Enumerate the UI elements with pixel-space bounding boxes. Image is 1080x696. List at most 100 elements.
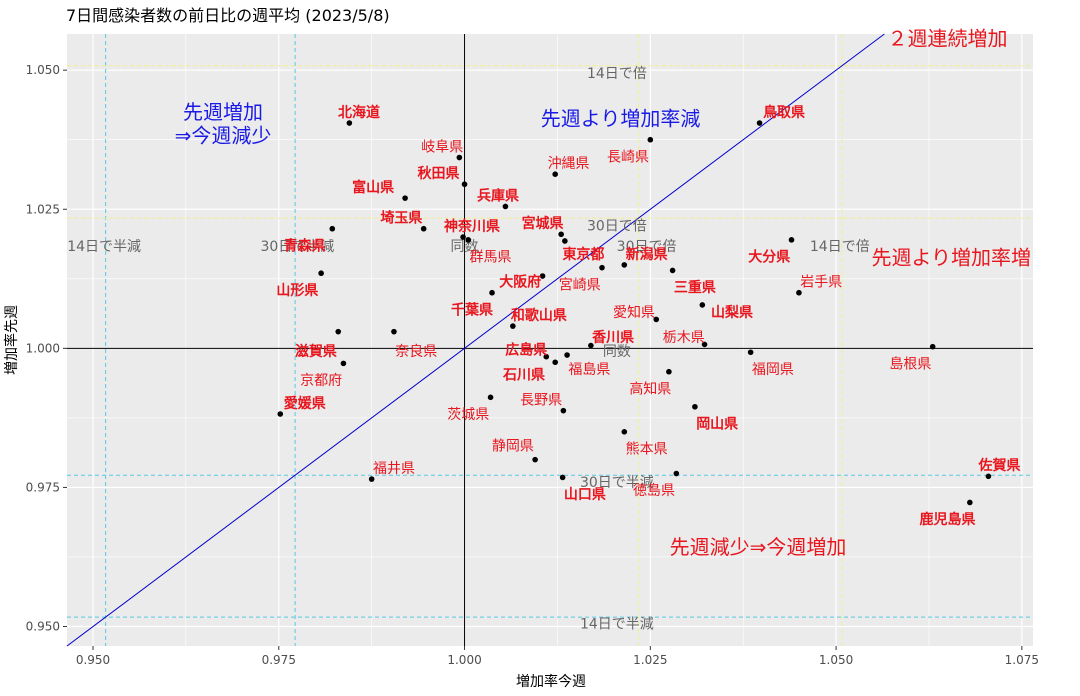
data-point <box>929 343 936 350</box>
point-label: 京都府 <box>300 373 342 389</box>
point-label: 富山県 <box>352 179 394 196</box>
reference-label: 30日で倍 <box>587 218 647 234</box>
data-point <box>692 403 698 410</box>
data-point <box>461 181 468 188</box>
point-label: 岩手県 <box>800 275 842 291</box>
x-tick-label: 1.075 <box>1005 653 1039 667</box>
y-tick-label: 1.000 <box>26 341 60 355</box>
point-label: 奈良県 <box>395 344 437 360</box>
point-label: 岡山県 <box>696 416 738 432</box>
point-label: 長野県 <box>520 393 562 409</box>
point-label: 愛知県 <box>613 304 655 321</box>
data-point <box>647 136 654 143</box>
point-label: 徳島県 <box>633 483 675 499</box>
data-point <box>335 328 342 335</box>
point-label: 山口県 <box>564 487 606 503</box>
data-point <box>402 195 408 201</box>
data-point <box>796 289 802 296</box>
point-label: 大分県 <box>748 249 790 266</box>
data-point <box>621 262 628 268</box>
reference-label: 同数 <box>603 344 631 360</box>
y-tick-label: 1.025 <box>26 202 60 216</box>
data-point <box>277 411 284 417</box>
point-label: 栃木県 <box>663 330 705 346</box>
data-point <box>391 328 397 335</box>
point-label: 香川県 <box>591 329 634 346</box>
data-point <box>543 353 550 360</box>
x-tick-label: 1.050 <box>819 653 853 667</box>
reference-label: 14日で倍 <box>810 239 870 255</box>
data-point <box>340 360 347 367</box>
data-point <box>747 349 754 356</box>
data-point <box>465 237 472 243</box>
point-label: 鹿児島県 <box>919 511 976 528</box>
data-point <box>539 273 546 279</box>
point-label: 広島県 <box>505 341 547 358</box>
data-point <box>560 407 567 414</box>
data-point <box>666 368 672 375</box>
data-point <box>788 237 795 243</box>
x-tick-label: 0.950 <box>76 653 110 667</box>
data-point <box>701 341 708 348</box>
point-label: 福島県 <box>568 362 610 378</box>
y-tick-label: 0.975 <box>26 480 60 494</box>
data-point <box>456 154 463 161</box>
data-point <box>621 429 628 435</box>
point-label: 青森県 <box>284 237 326 254</box>
point-label: 岐阜県 <box>421 138 463 155</box>
reference-label: 14日で半減 <box>580 616 654 633</box>
y-axis-ticks: 0.950 0.975 1.000 1.025 1.050 <box>26 63 67 634</box>
point-label: 埼玉県 <box>380 210 422 227</box>
data-point <box>318 270 324 277</box>
point-label: 愛媛県 <box>284 395 326 412</box>
point-label: 沖縄県 <box>548 156 590 172</box>
reference-label: 14日で半減 <box>67 238 141 255</box>
point-label: 島根県 <box>889 356 931 372</box>
point-label: 佐賀県 <box>978 457 1021 474</box>
data-point <box>489 289 495 296</box>
point-label: 鳥取県 <box>763 104 805 121</box>
y-tick-label: 0.950 <box>26 620 60 634</box>
point-label: 大阪府 <box>499 274 541 291</box>
point-label: 山形県 <box>276 282 318 299</box>
zero-axes <box>67 34 1033 646</box>
point-label: 熊本県 <box>626 441 668 457</box>
reference-lines <box>67 34 1033 646</box>
point-label: 山梨県 <box>711 304 753 321</box>
point-label: 三重県 <box>674 279 716 296</box>
reference-label: 14日で倍 <box>587 66 647 82</box>
data-point <box>559 474 566 481</box>
reference-label: 30日で半減 <box>260 238 334 255</box>
region-annotation: 先週より増加率増 <box>871 246 1031 270</box>
point-label: 滋賀県 <box>295 343 337 360</box>
point-label: 静岡県 <box>492 439 534 455</box>
region-annotation: 先週より増加率減 <box>541 107 701 131</box>
data-point <box>460 234 466 240</box>
point-label: 茨城県 <box>447 407 489 423</box>
data-point <box>653 316 660 323</box>
data-point <box>487 394 494 401</box>
data-point <box>552 171 559 178</box>
data-point <box>502 203 509 210</box>
data-point <box>599 264 605 271</box>
point-label: 宮城県 <box>522 215 564 232</box>
data-point <box>558 231 564 238</box>
data-point <box>329 225 336 232</box>
point-label: 群馬県 <box>470 250 512 266</box>
data-point <box>699 302 706 308</box>
point-label: 福岡県 <box>752 362 794 378</box>
point-label: 福井県 <box>373 461 415 477</box>
point-label: 石川県 <box>502 367 545 383</box>
region-annotation: 先週増加 <box>183 100 263 124</box>
x-axis-label: 増加率今週 <box>516 673 586 690</box>
data-point <box>346 120 353 126</box>
chart-title: 7日間感染者数の前日比の週平均 (2023/5/8) <box>66 6 390 25</box>
data-point <box>368 476 375 482</box>
data-point <box>669 267 676 274</box>
point-label: 兵庫県 <box>477 187 519 204</box>
region-annotation: ⇒今週減少 <box>175 123 272 147</box>
x-tick-label: 1.025 <box>633 653 667 667</box>
